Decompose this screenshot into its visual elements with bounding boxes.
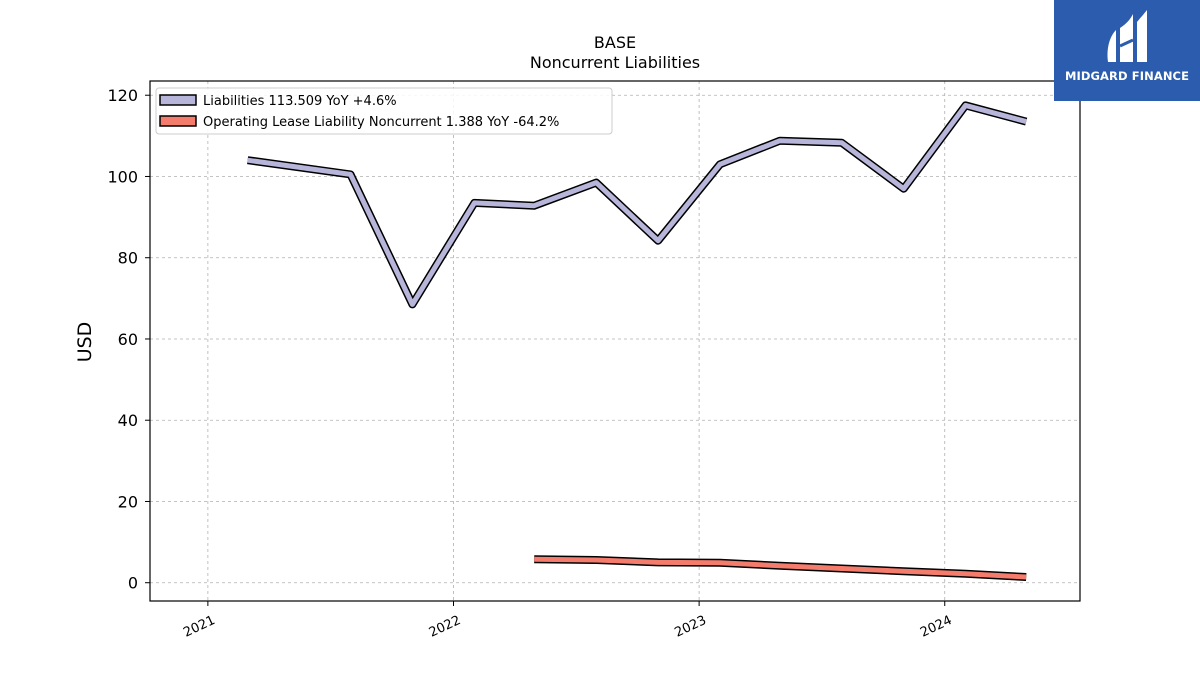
x-tick-label: 2022 bbox=[427, 613, 463, 641]
y-tick-label: 20 bbox=[118, 492, 138, 511]
midgard-finance-logo: MIDGARD FINANCE bbox=[1054, 0, 1200, 101]
logo-mark-icon bbox=[1107, 10, 1147, 62]
x-tick-label: 2021 bbox=[181, 613, 217, 641]
y-tick-label: 100 bbox=[107, 167, 138, 186]
y-tick-label: 40 bbox=[118, 411, 138, 430]
y-tick-label: 80 bbox=[118, 249, 138, 268]
y-tick-label: 0 bbox=[128, 574, 138, 593]
legend-entry-1: Operating Lease Liability Noncurrent 1.3… bbox=[203, 115, 559, 130]
series-line-0 bbox=[247, 102, 1027, 307]
logo-text: MIDGARD FINANCE bbox=[1064, 69, 1190, 83]
x-tick-label: 2024 bbox=[918, 613, 954, 641]
legend-swatch-0 bbox=[159, 94, 197, 106]
x-tick-label: 2023 bbox=[672, 613, 708, 641]
y-axis-label: USD bbox=[74, 322, 96, 363]
plot-frame bbox=[149, 80, 1081, 602]
y-tick-label: 60 bbox=[118, 330, 138, 349]
legend-box bbox=[155, 87, 613, 135]
chart-title: BASE bbox=[594, 33, 636, 52]
legend: Liabilities 113.509 YoY +4.6% Operating L… bbox=[155, 87, 613, 135]
series-line-1 bbox=[534, 556, 1027, 580]
legend-entry-0: Liabilities 113.509 YoY +4.6% bbox=[203, 94, 397, 109]
chart-subtitle: Noncurrent Liabilities bbox=[530, 53, 700, 72]
legend-swatch-1 bbox=[159, 115, 197, 127]
y-tick-label: 120 bbox=[107, 86, 138, 105]
